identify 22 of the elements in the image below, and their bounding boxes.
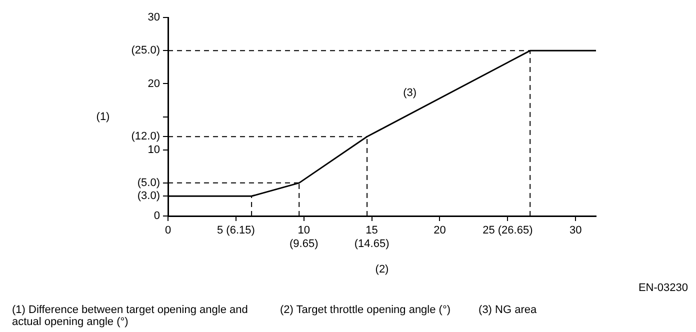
y-tick-label: 0 [154, 210, 160, 222]
y-tick-label: 30 [148, 12, 160, 24]
annotation: (3) [403, 87, 417, 100]
x-axis-title: (2) [375, 263, 389, 276]
x-tick-label: 0 [164, 224, 172, 237]
x-tick-label: 25 (26.65) [482, 224, 533, 237]
x-tick-label: 30 [569, 224, 582, 237]
y-tick-label: 10 [148, 144, 160, 156]
y-tick-label: (12.0) [131, 130, 160, 143]
text: (1) Difference between target opening angle and actual opening angle (°) [12, 304, 249, 328]
text: (2) Target throttle opening angle (°) [280, 304, 451, 318]
y-tick-label: (25.0) [131, 44, 160, 57]
text: (3) NG area [478, 304, 537, 318]
x-tick-label: 10 (9.65) [290, 224, 318, 250]
x-tick-label: 15 (14.65) [354, 224, 390, 250]
x-tick-label: 5 (6.15) [216, 224, 255, 237]
y-axis-title: (1) [96, 110, 110, 123]
y-tick-label: (5.0) [137, 176, 160, 189]
x-tick-label: 20 [434, 224, 446, 237]
y-tick-label: (3.0) [137, 190, 160, 202]
y-tick-label: 20 [148, 78, 160, 90]
text: EN-03230 [637, 282, 688, 294]
